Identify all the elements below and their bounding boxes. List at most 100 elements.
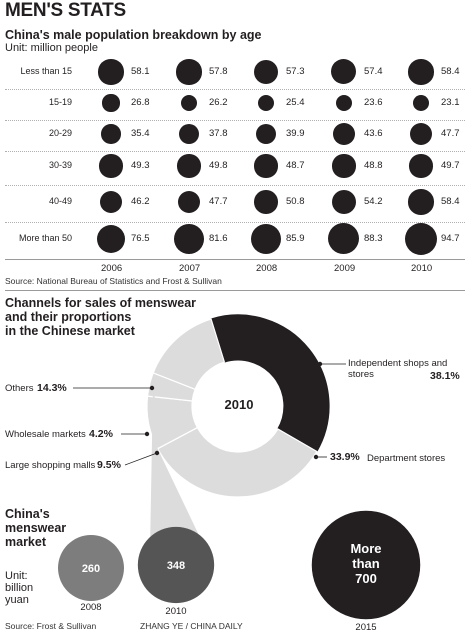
label-wholesale-markets: Wholesale markets xyxy=(5,429,86,440)
population-bubble xyxy=(328,223,360,255)
pct-wholesale-markets: 4.2% xyxy=(89,428,113,440)
population-value: 57.8 xyxy=(209,66,228,77)
population-bubble xyxy=(332,154,356,178)
population-bubble xyxy=(409,154,433,178)
market-bubble-2008 xyxy=(58,535,124,601)
pct-large-shopping-malls: 9.5% xyxy=(97,459,121,471)
population-chart-unit: Unit: million people xyxy=(5,42,98,54)
population-value: 58.4 xyxy=(441,66,460,77)
leader-malls-line xyxy=(124,452,158,466)
market-title-line-3: market xyxy=(5,535,46,549)
population-value: 37.8 xyxy=(209,128,228,139)
population-value: 46.2 xyxy=(131,196,150,207)
population-value: 57.3 xyxy=(286,66,305,77)
population-bubble xyxy=(404,222,438,256)
population-value: 85.9 xyxy=(286,233,305,244)
market-value-2008: 260 xyxy=(82,563,100,575)
population-bubble xyxy=(174,224,204,254)
population-bubble xyxy=(254,190,278,214)
population-bubble xyxy=(257,94,275,112)
population-bubble xyxy=(253,59,279,85)
population-value: 47.7 xyxy=(441,128,460,139)
label-others: Others xyxy=(5,383,34,394)
credit-line: ZHANG YE / CHINA DAILY xyxy=(140,621,243,631)
population-value: 57.4 xyxy=(364,66,383,77)
population-value: 81.6 xyxy=(209,233,228,244)
label-independent-shops: Independent shops and stores xyxy=(348,358,448,380)
label-department-stores: Department stores xyxy=(367,453,446,464)
market-year-2010: 2010 xyxy=(165,606,186,617)
population-value: 58.4 xyxy=(441,196,460,207)
population-value: 26.2 xyxy=(209,97,228,108)
market-chart-title: China's menswear market xyxy=(5,507,66,549)
year-label: 2008 xyxy=(256,263,278,274)
population-bubble xyxy=(96,224,126,254)
channels-chart-title: Channels for sales of menswear and their… xyxy=(5,296,196,338)
year-label: 2009 xyxy=(334,263,356,274)
row-label: 15-19 xyxy=(48,97,72,107)
leader-department-dot xyxy=(313,454,319,460)
population-bubble xyxy=(409,122,433,146)
population-bubble-table: Less than 15 58.1 57.8 57.3 57.4 58.4 15-19 26.… xyxy=(0,0,470,291)
market-source: Source: Frost & Sullivan xyxy=(5,621,97,631)
donut-slice-independent-shops-and-stores xyxy=(210,314,330,453)
population-value: 26.8 xyxy=(131,97,150,108)
row-divider xyxy=(5,185,465,186)
market-unit-line-2: billion xyxy=(5,582,34,594)
funnel-shape xyxy=(150,372,206,550)
population-chart-title: China's male population breakdown by age xyxy=(5,28,262,42)
population-bubble xyxy=(99,190,123,214)
population-value: 76.5 xyxy=(131,233,150,244)
channels-title-line-3: in the Chinese market xyxy=(5,324,135,338)
population-bubble xyxy=(250,223,282,255)
population-bubble xyxy=(254,154,278,178)
channels-title-line-1: Channels for sales of menswear xyxy=(5,296,197,310)
population-bubble xyxy=(413,95,429,111)
leader-wholesale-dot xyxy=(144,431,150,437)
market-value-2015-line-3: 700 xyxy=(355,571,377,586)
population-value: 49.8 xyxy=(209,160,228,171)
population-bubble xyxy=(180,94,198,112)
row-label: More than 50 xyxy=(18,233,72,243)
leader-malls-dot xyxy=(154,450,160,456)
population-value: 49.7 xyxy=(441,160,460,171)
population-bubble xyxy=(177,154,201,178)
channels-title-line-2: and their proportions xyxy=(5,310,132,324)
population-value: 47.7 xyxy=(209,196,228,207)
market-year-2015: 2015 xyxy=(355,622,376,633)
section-rule xyxy=(5,290,465,291)
market-unit-line-3: yuan xyxy=(5,594,29,606)
market-value-2015-line-1: More xyxy=(350,541,381,556)
donut-slice-department-stores xyxy=(156,426,318,498)
market-value-2015-line-2: than xyxy=(352,556,380,571)
market-unit-line-1: Unit: xyxy=(5,570,28,582)
population-value: 48.8 xyxy=(364,160,383,171)
leader-independent-dot xyxy=(317,361,323,367)
row-label: 40-49 xyxy=(48,196,72,206)
pct-others: 14.3% xyxy=(37,382,67,394)
year-label: 2007 xyxy=(179,263,201,274)
population-bubble xyxy=(176,59,202,85)
row-divider xyxy=(5,151,465,152)
population-bubble xyxy=(178,123,200,145)
market-bubble-2015 xyxy=(311,510,421,620)
year-label: 2006 xyxy=(101,263,123,274)
population-value: 23.6 xyxy=(364,97,383,108)
population-bubble xyxy=(99,154,123,178)
population-value: 50.8 xyxy=(286,196,305,207)
population-bubble xyxy=(408,189,434,215)
pct-department-stores: 33.9% xyxy=(330,451,360,463)
population-bubble xyxy=(335,94,352,111)
population-value: 54.2 xyxy=(364,196,383,207)
population-bubble xyxy=(101,124,121,144)
population-bubble xyxy=(333,123,355,145)
population-bubble xyxy=(177,190,201,214)
table-bottom-rule xyxy=(5,259,465,260)
population-value: 43.6 xyxy=(364,128,383,139)
market-title-line-1: China's xyxy=(5,507,50,521)
population-value: 23.1 xyxy=(441,97,460,108)
row-label: 20-29 xyxy=(48,128,72,138)
population-bubble xyxy=(331,59,357,85)
donut-slice-others xyxy=(152,318,226,391)
